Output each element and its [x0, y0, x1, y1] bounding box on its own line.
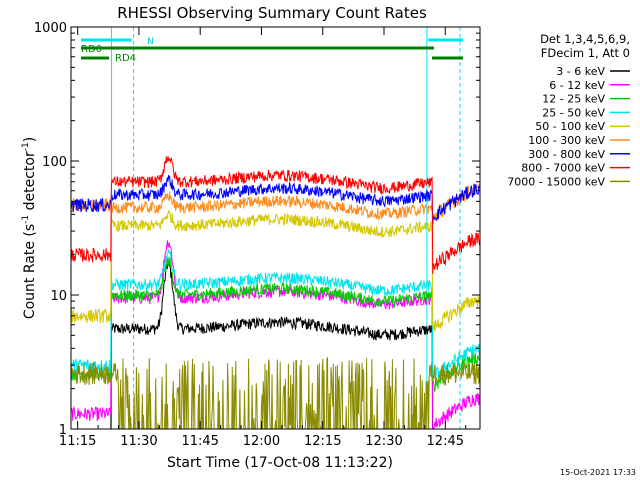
rd4-label: RD4 — [115, 53, 136, 64]
legend: Det 1,3,4,5,6,9, FDecim 1, Att 0 3 - 6 k… — [507, 32, 630, 188]
x-axis-label: Start Time (17-Oct-08 11:13:22) — [167, 455, 393, 471]
legend-label-1: 6 - 12 keV — [549, 79, 605, 92]
legend-label-2: 12 - 25 keV — [542, 93, 605, 106]
series-line-2 — [71, 256, 480, 392]
legend-label-5: 100 - 300 keV — [528, 134, 605, 147]
plot-area — [71, 27, 480, 429]
y-tick-label-3: 1000 — [34, 21, 67, 36]
legend-label-7: 800 - 7000 keV — [521, 162, 605, 175]
y-axis-label-end: ) — [22, 137, 38, 142]
axes: 11:15 11:30 11:45 12:00 12:15 12:30 12:45 1 10 10… — [34, 21, 480, 449]
series-line-0 — [110, 259, 434, 429]
series-line-6 — [71, 175, 480, 225]
legend-label-3: 25 - 50 keV — [542, 106, 605, 119]
legend-header-line-1: Det 1,3,4,5,6,9, — [540, 32, 630, 46]
chart-title: RHESSI Observing Summary Count Rates — [117, 4, 427, 22]
y-axis-label-main: Count Rate (s — [22, 224, 38, 319]
plot-frame — [70, 26, 481, 430]
legend-header-line-2: FDecim 1, Att 0 — [541, 46, 630, 60]
series-line-8 — [71, 356, 480, 429]
legend-label-0: 3 - 6 keV — [556, 65, 605, 78]
x-tick-label-1: 11:30 — [120, 434, 157, 449]
n-label: N — [147, 37, 154, 47]
legend-label-6: 300 - 800 keV — [528, 148, 605, 161]
series-line-7 — [71, 156, 480, 274]
y-axis-label-sup2: -1 — [21, 142, 31, 151]
x-tick-label-2: 11:45 — [181, 434, 218, 449]
rd0-label: RD0 — [81, 44, 102, 55]
y-tick-label-0: 1 — [59, 423, 67, 438]
y-axis-label-sup1: -1 — [21, 215, 31, 224]
y-tick-label-2: 100 — [42, 155, 67, 170]
legend-label-4: 50 - 100 keV — [535, 120, 605, 133]
y-axis-label-mid: detector — [22, 151, 38, 215]
footer-date: 15-Oct-2021 17:33 — [560, 468, 636, 477]
y-axis-label: Count Rate (s-1 detector-1) — [21, 137, 38, 319]
legend-label-8: 7000 - 15000 keV — [507, 175, 605, 188]
y-tick-label-1: 10 — [50, 289, 67, 304]
x-tick-label-3: 12:00 — [243, 434, 280, 449]
x-tick-label-0: 11:15 — [59, 434, 96, 449]
series-line-4 — [71, 210, 480, 332]
x-tick-label-5: 12:30 — [365, 434, 402, 449]
annotations: RD0 RD4 N — [81, 37, 154, 64]
x-tick-label-4: 12:15 — [304, 434, 341, 449]
x-tick-label-6: 12:45 — [427, 434, 464, 449]
series-line-5 — [71, 183, 480, 221]
series-line-3 — [71, 249, 480, 382]
